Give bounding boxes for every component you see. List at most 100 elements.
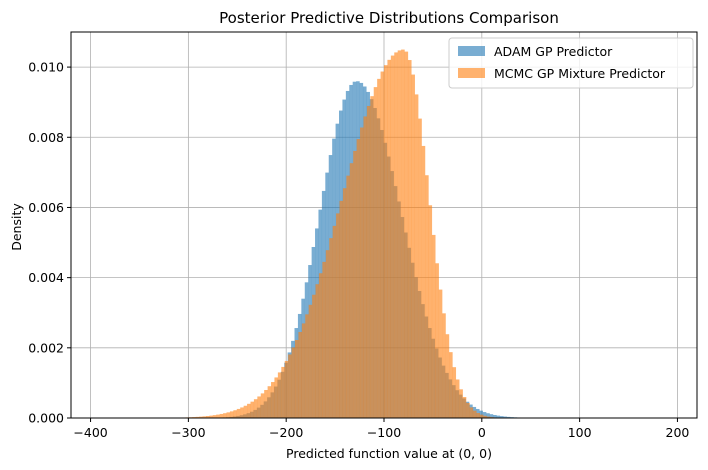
- histogram-bar: [301, 323, 306, 418]
- x-axis-label: Predicted function value at (0, 0): [286, 446, 492, 461]
- histogram-bar: [431, 234, 436, 418]
- histogram-bar: [308, 304, 313, 418]
- histogram-bar: [401, 49, 405, 418]
- histogram-bar: [360, 127, 364, 418]
- histogram-bar: [384, 65, 388, 418]
- x-tick-label: 0: [478, 425, 486, 440]
- histogram-bar: [349, 163, 354, 418]
- histogram-bar: [288, 354, 292, 418]
- histogram-bar: [462, 397, 467, 418]
- histogram-bar: [312, 294, 316, 418]
- histogram-bar: [219, 413, 224, 418]
- histogram-bar: [318, 273, 323, 418]
- histogram-bar: [267, 386, 272, 418]
- histogram-bar: [240, 407, 244, 418]
- histogram-bar: [229, 411, 234, 418]
- histogram-bar: [356, 139, 361, 418]
- legend-box: [448, 37, 694, 89]
- histogram-bar: [336, 213, 340, 418]
- histogram-bar: [455, 379, 460, 418]
- histogram-bar: [322, 261, 326, 418]
- histogram-bar: [449, 352, 453, 418]
- histogram-bar: [503, 416, 507, 418]
- histogram-bar: [421, 145, 426, 418]
- histogram-bar: [233, 410, 237, 418]
- histogram-bar: [425, 175, 429, 418]
- histogram-bar: [414, 94, 419, 418]
- histogram-bar: [346, 175, 350, 418]
- histogram-bar: [366, 105, 371, 419]
- histogram-bar: [418, 118, 422, 419]
- x-tick-label: 100: [568, 425, 592, 440]
- histogram-bar: [496, 415, 501, 418]
- histogram-bar: [260, 393, 265, 418]
- histogram-bar: [394, 52, 398, 419]
- histogram-bar: [476, 413, 481, 418]
- histogram-bar: [486, 413, 490, 418]
- histogram-bar: [250, 401, 255, 418]
- y-axis-label: Density: [9, 203, 24, 251]
- histogram-bar: [489, 414, 494, 418]
- y-tick-label: 0.006: [28, 200, 64, 215]
- histogram-bar: [271, 382, 275, 418]
- histogram-bar: [380, 71, 385, 419]
- histogram-bar: [407, 60, 412, 418]
- histogram-bar: [223, 413, 227, 418]
- x-tick-label: −200: [269, 425, 303, 440]
- histogram-bar: [466, 402, 470, 418]
- histogram-bar: [473, 410, 477, 418]
- histogram-bar: [469, 407, 474, 418]
- histogram-bar: [199, 416, 203, 418]
- legend-label: ADAM GP Predictor: [494, 44, 613, 59]
- histogram-bar: [325, 250, 330, 418]
- histogram-bar: [209, 415, 213, 418]
- histogram-bar: [390, 55, 395, 418]
- histogram-bar: [438, 289, 443, 418]
- histogram-bar: [305, 314, 309, 418]
- histogram-bar: [353, 150, 357, 418]
- legend-swatch: [458, 68, 485, 78]
- histogram-bar: [479, 410, 483, 418]
- histogram-bar: [377, 78, 381, 418]
- histogram-bar: [277, 372, 282, 418]
- histogram-bar: [482, 412, 487, 418]
- histogram-bar: [483, 415, 487, 418]
- histogram-bar: [243, 405, 248, 418]
- histogram-bar: [236, 408, 241, 418]
- histogram-bar: [264, 389, 268, 418]
- series-1: [178, 49, 515, 419]
- histogram-bar: [315, 284, 320, 418]
- histogram-bar: [404, 51, 409, 418]
- histogram-bar: [329, 238, 333, 418]
- histogram-bar: [499, 416, 504, 418]
- histogram-bar: [459, 389, 463, 418]
- histogram-bar: [195, 416, 200, 418]
- histogram-bar: [216, 414, 220, 418]
- histogram-bar: [493, 414, 497, 418]
- histogram-bar: [387, 59, 391, 419]
- legend-swatch: [458, 46, 485, 56]
- y-tick-label: 0.010: [28, 60, 64, 75]
- histogram-bar: [332, 225, 337, 418]
- histogram-bar: [274, 377, 279, 418]
- histogram-bar: [445, 334, 450, 418]
- x-tick-label: −400: [73, 425, 107, 440]
- histogram-bar: [435, 263, 439, 418]
- histogram-bar: [253, 399, 258, 418]
- histogram-bar: [363, 116, 368, 418]
- histogram-bar: [294, 339, 299, 418]
- histogram-bar: [442, 313, 446, 418]
- y-tick-label: 0.008: [28, 130, 64, 145]
- histogram-bar: [342, 188, 347, 418]
- histogram-bar: [452, 367, 457, 418]
- histogram-bar: [411, 74, 415, 419]
- histogram-bar: [202, 416, 207, 418]
- histogram-bar: [212, 415, 217, 418]
- histogram-bar: [226, 412, 231, 418]
- y-tick-label: 0.000: [28, 411, 64, 426]
- histogram-bar: [205, 415, 210, 418]
- histogram-bar: [291, 347, 296, 418]
- histogram-bar: [397, 50, 402, 419]
- histogram-bar: [281, 366, 285, 418]
